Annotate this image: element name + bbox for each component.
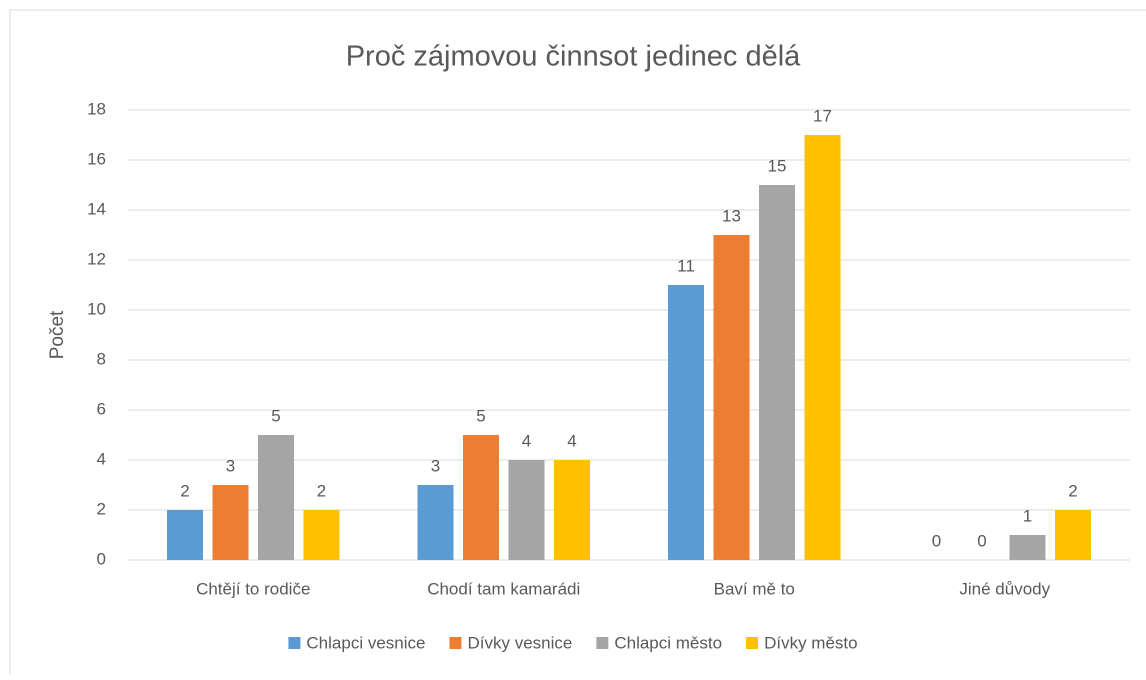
bar xyxy=(713,235,750,560)
bar xyxy=(463,435,499,560)
data-label: 4 xyxy=(567,431,576,450)
data-label: 2 xyxy=(1068,481,1077,500)
legend-swatch xyxy=(288,637,301,649)
data-label: 4 xyxy=(522,431,531,450)
data-label: 3 xyxy=(431,456,440,475)
y-tick-label: 2 xyxy=(97,499,106,518)
legend-label: Dívky město xyxy=(764,633,858,652)
x-tick-label: Chodí tam kamarádi xyxy=(427,579,580,598)
bar xyxy=(167,510,203,560)
legend-swatch xyxy=(596,637,609,649)
legend-label: Chlapci vesnice xyxy=(306,633,425,652)
chart-title: Proč zájmovou činnsot jedinec dělá xyxy=(346,41,801,73)
y-tick-label: 12 xyxy=(87,249,106,268)
y-tick-label: 6 xyxy=(97,399,106,418)
data-label: 5 xyxy=(271,406,280,425)
y-tick-label: 8 xyxy=(97,349,106,368)
data-label: 11 xyxy=(677,256,695,275)
y-axis-label: Počet xyxy=(47,310,68,359)
legend-swatch xyxy=(746,637,759,649)
data-label: 13 xyxy=(722,206,741,225)
data-label: 0 xyxy=(977,531,986,550)
data-label: 17 xyxy=(813,106,832,125)
legend-label: Dívky vesnice xyxy=(467,633,572,652)
x-tick-label: Jiné důvody xyxy=(959,579,1050,598)
bar xyxy=(1009,535,1046,560)
bar xyxy=(804,135,841,560)
data-label: 2 xyxy=(317,481,326,500)
data-label: 15 xyxy=(768,156,787,175)
bar xyxy=(668,285,704,560)
y-tick-label: 18 xyxy=(87,99,106,118)
legend-swatch xyxy=(449,637,462,649)
y-tick-label: 4 xyxy=(97,449,106,468)
y-tick-label: 10 xyxy=(87,299,106,318)
bar xyxy=(759,185,795,560)
data-label: 5 xyxy=(476,406,485,425)
bar xyxy=(1055,510,1091,560)
data-label: 0 xyxy=(932,531,941,550)
data-label: 3 xyxy=(226,456,235,475)
bar xyxy=(303,510,340,560)
bar xyxy=(258,435,294,560)
y-tick-label: 0 xyxy=(97,549,106,568)
bar xyxy=(508,460,545,560)
bar xyxy=(554,460,590,560)
legend-label: Chlapci město xyxy=(614,633,722,652)
bar xyxy=(212,485,249,560)
y-tick-label: 16 xyxy=(87,149,106,168)
bar xyxy=(417,485,454,560)
x-tick-label: Baví mě to xyxy=(714,579,795,598)
data-label: 1 xyxy=(1023,506,1032,525)
y-tick-label: 14 xyxy=(87,199,106,218)
chart-border xyxy=(9,9,1146,680)
x-tick-label: Chtějí to rodiče xyxy=(196,579,310,598)
data-label: 2 xyxy=(180,481,189,500)
